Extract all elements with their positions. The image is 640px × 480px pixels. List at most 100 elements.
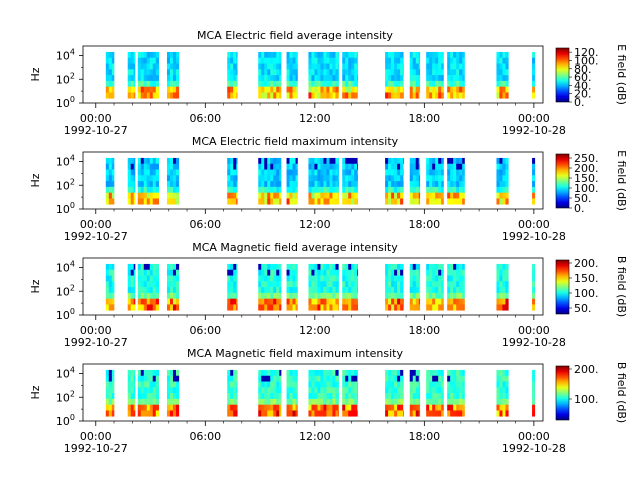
spectrogram-cell bbox=[155, 57, 160, 64]
spectrogram-cell bbox=[166, 75, 171, 82]
spectrogram-cell bbox=[499, 51, 503, 59]
spectrogram-cell bbox=[289, 375, 293, 382]
spectrogram-cell bbox=[276, 86, 280, 93]
spectrogram-cell bbox=[342, 304, 346, 311]
spectrogram-cell bbox=[279, 186, 282, 193]
spectrogram-cell bbox=[326, 304, 330, 311]
spectrogram-cell bbox=[415, 57, 420, 64]
spectrogram-cell bbox=[335, 86, 339, 93]
spectrogram-cell bbox=[323, 275, 327, 282]
spectrogram-cell bbox=[329, 304, 333, 311]
spectrogram-cell bbox=[345, 157, 349, 165]
spectrogram-cell bbox=[447, 51, 451, 59]
spectrogram-cell bbox=[348, 298, 352, 305]
spectrogram-cell bbox=[459, 398, 463, 405]
spectrogram-cell bbox=[409, 181, 414, 188]
spectrogram-cell bbox=[295, 157, 298, 165]
spectrogram-cell bbox=[264, 410, 268, 417]
spectrogram-cell bbox=[499, 80, 503, 87]
spectrogram-cell bbox=[357, 186, 359, 193]
spectrogram-cell bbox=[111, 75, 115, 82]
spectrogram-cell bbox=[127, 298, 132, 305]
spectrogram-cell bbox=[351, 75, 355, 82]
spectrogram-cell bbox=[505, 181, 509, 188]
colorbar-label: B field (dB) bbox=[615, 256, 628, 317]
spectrogram-cell bbox=[323, 263, 327, 271]
spectrogram-cell bbox=[276, 181, 280, 188]
spectrogram-cell bbox=[143, 86, 148, 93]
spectrogram-cell bbox=[130, 298, 135, 305]
y-tick-label: 100 bbox=[56, 307, 75, 322]
spectrogram-cell bbox=[105, 410, 110, 417]
spectrogram-cell bbox=[426, 51, 430, 59]
spectrogram-cell bbox=[459, 157, 463, 165]
plot-frame bbox=[82, 45, 544, 104]
spectrogram-cell bbox=[323, 387, 327, 394]
spectrogram-cell bbox=[143, 375, 148, 382]
spectrogram-cell bbox=[450, 263, 454, 271]
spectrogram-cell bbox=[400, 80, 404, 87]
spectrogram-cell bbox=[388, 287, 392, 294]
spectrogram-cell bbox=[175, 186, 180, 193]
spectrogram-cell bbox=[351, 57, 355, 64]
spectrogram-cell bbox=[388, 69, 392, 76]
spectrogram-cell bbox=[137, 181, 142, 188]
spectrogram-cell bbox=[456, 63, 460, 70]
spectrogram-cell bbox=[308, 304, 312, 311]
spectrogram-cell bbox=[323, 304, 327, 311]
spectrogram-cell bbox=[332, 157, 336, 165]
spectrogram-cell bbox=[292, 369, 296, 377]
spectrogram-cell bbox=[459, 281, 463, 288]
spectrogram-cell bbox=[403, 398, 404, 405]
spectrogram-cell bbox=[314, 387, 318, 394]
spectrogram-cell bbox=[532, 369, 536, 377]
spectrogram-cell bbox=[394, 287, 398, 294]
spectrogram-cell bbox=[108, 69, 113, 76]
spectrogram-cell bbox=[447, 304, 451, 311]
spectrogram-cell bbox=[317, 169, 321, 176]
spectrogram-cell bbox=[348, 292, 352, 299]
spectrogram-cell bbox=[459, 169, 463, 176]
spectrogram-cell bbox=[233, 410, 237, 417]
spectrogram-cell bbox=[345, 387, 349, 394]
spectrogram-cell bbox=[317, 80, 321, 87]
x-tick-time: 06:00 bbox=[189, 430, 221, 443]
spectrogram-cell bbox=[345, 169, 349, 176]
spectrogram-cell bbox=[233, 92, 237, 99]
spectrogram-cell bbox=[133, 57, 136, 64]
spectrogram-cell bbox=[169, 163, 174, 170]
y-tick-label: 100 bbox=[56, 201, 75, 216]
spectrogram-cell bbox=[286, 292, 290, 299]
spectrogram-cell bbox=[273, 404, 277, 411]
spectrogram-cell bbox=[462, 51, 465, 59]
spectrogram-cell bbox=[426, 275, 430, 282]
spectrogram-cell bbox=[270, 86, 274, 93]
spectrogram-cell bbox=[137, 57, 142, 64]
panel-title: MCA Electric field average intensity bbox=[197, 29, 393, 42]
spectrogram-cell bbox=[292, 80, 296, 87]
spectrogram-cell bbox=[166, 175, 171, 182]
spectrogram-cell bbox=[105, 304, 110, 311]
spectrogram-cell bbox=[496, 281, 500, 288]
spectrogram-cell bbox=[415, 63, 420, 70]
x-tick-time: 00:00 bbox=[80, 218, 112, 231]
spectrogram-cell bbox=[326, 163, 330, 170]
spectrogram-cell bbox=[152, 275, 157, 282]
spectrogram-cell bbox=[505, 63, 509, 70]
spectrogram-cell bbox=[169, 410, 174, 417]
spectrogram-cell bbox=[314, 404, 318, 411]
spectrogram-cell bbox=[409, 404, 414, 411]
spectrogram-cell bbox=[276, 292, 280, 299]
spectrogram-cell bbox=[429, 169, 433, 176]
spectrogram-cell bbox=[227, 275, 231, 282]
spectrogram-cell bbox=[412, 181, 417, 188]
spectrogram-cell bbox=[400, 287, 404, 294]
spectrogram-cell bbox=[233, 63, 237, 70]
spectrogram-cell bbox=[172, 51, 177, 59]
spectrogram-cell bbox=[155, 369, 160, 377]
spectrogram-cell bbox=[403, 92, 404, 99]
spectrogram-cell bbox=[295, 163, 298, 170]
spectrogram-cell bbox=[267, 369, 271, 377]
spectrogram-cell bbox=[435, 275, 439, 282]
spectrogram-cell bbox=[227, 57, 231, 64]
